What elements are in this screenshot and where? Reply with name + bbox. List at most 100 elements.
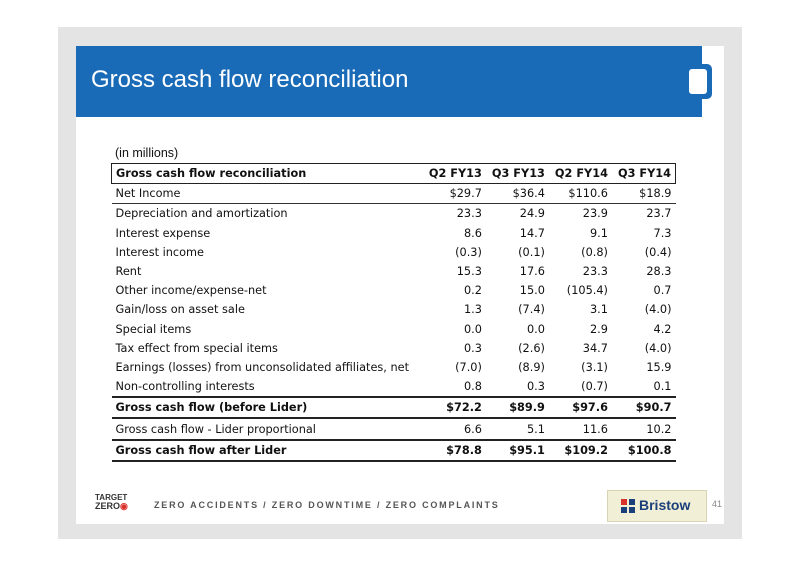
cash-flow-table: Gross cash flow reconciliation Q2 FY13 Q… bbox=[110, 162, 676, 462]
target-icon: ◉ bbox=[120, 501, 128, 511]
row-value: 9.1 bbox=[589, 226, 608, 240]
row-value: (8.9) bbox=[518, 360, 545, 374]
row-label: Gain/loss on asset sale bbox=[115, 303, 245, 317]
row-value: 8.6 bbox=[463, 226, 482, 240]
row-value: 0.8 bbox=[463, 380, 482, 394]
row-value: 0.3 bbox=[526, 380, 545, 394]
row-value: $72.2 bbox=[422, 396, 486, 419]
row-label: Gross cash flow - Lider proportional bbox=[111, 417, 423, 440]
row-value: $29.7 bbox=[422, 183, 486, 205]
slide-footer: TARGET ZERO◉ ZERO ACCIDENTS / ZERO DOWNT… bbox=[95, 490, 725, 524]
row-value: (0.1) bbox=[518, 245, 545, 259]
row-value: (0.7) bbox=[581, 380, 608, 394]
row-value: 23.3 bbox=[582, 265, 608, 279]
row-value: $97.6 bbox=[548, 396, 612, 419]
row-value: $36.4 bbox=[485, 183, 549, 205]
row-value: (2.6) bbox=[518, 341, 545, 355]
table-row: Tax effect from special items 0.3 (2.6) … bbox=[112, 339, 676, 358]
table-row: Interest income (0.3) (0.1) (0.8) (0.4) bbox=[112, 243, 676, 262]
row-value: (0.4) bbox=[644, 245, 672, 259]
row-value: $110.6 bbox=[548, 183, 612, 205]
logo-line2: ZERO◉ bbox=[95, 501, 128, 511]
row-label: Non-controlling interests bbox=[115, 380, 255, 394]
row-value: (3.1) bbox=[581, 360, 608, 374]
row-value: 34.7 bbox=[582, 341, 608, 355]
units-note: (in millions) bbox=[115, 146, 179, 160]
row-value: (4.0) bbox=[644, 303, 672, 317]
row-value: 23.7 bbox=[646, 207, 672, 221]
table-row: Special items 0.0 0.0 2.9 4.2 bbox=[112, 320, 676, 339]
table-row: Depreciation and amortization 23.3 24.9 … bbox=[112, 204, 676, 224]
row-label: Net Income bbox=[111, 183, 423, 205]
row-value: (0.3) bbox=[455, 245, 482, 259]
row-value: (7.0) bbox=[455, 360, 482, 374]
table-row: Gain/loss on asset sale 1.3 (7.4) 3.1 (4… bbox=[112, 300, 676, 319]
row-label: Tax effect from special items bbox=[115, 341, 278, 355]
row-value: 2.9 bbox=[589, 322, 608, 336]
row-value: 1.3 bbox=[463, 303, 482, 317]
table-row: Gross cash flow - Lider proportional 6.6… bbox=[111, 417, 676, 440]
brand-name: Bristow bbox=[639, 497, 691, 513]
row-value: 0.7 bbox=[653, 284, 672, 298]
table-row: Non-controlling interests 0.8 0.3 (0.7) … bbox=[112, 377, 676, 397]
row-value: 0.0 bbox=[463, 322, 482, 336]
row-value: $89.9 bbox=[485, 396, 549, 419]
row-value: 7.3 bbox=[653, 226, 672, 240]
row-value: $90.7 bbox=[611, 396, 676, 419]
row-value: 15.3 bbox=[456, 265, 482, 279]
title-bar: Gross cash flow reconciliation bbox=[76, 46, 702, 117]
row-value: 5.1 bbox=[485, 417, 549, 440]
header-col: Q3 FY14 bbox=[611, 162, 676, 185]
target-zero-logo: TARGET ZERO◉ bbox=[95, 493, 128, 511]
row-value: 28.3 bbox=[646, 265, 672, 279]
row-value: 0.0 bbox=[526, 322, 545, 336]
bristow-mark-icon bbox=[621, 499, 635, 513]
row-value: $95.1 bbox=[485, 438, 549, 462]
row-value: 0.3 bbox=[463, 341, 482, 355]
total-row: Gross cash flow after Lider $78.8 $95.1 … bbox=[111, 438, 676, 462]
page-number: 41 bbox=[712, 499, 723, 509]
table-row: Other income/expense-net 0.2 15.0 (105.4… bbox=[112, 281, 676, 300]
row-value: 17.6 bbox=[519, 265, 545, 279]
slide-title: Gross cash flow reconciliation bbox=[91, 66, 409, 93]
row-label: Gross cash flow (before Lider) bbox=[111, 396, 423, 419]
row-value: 3.1 bbox=[589, 303, 608, 317]
row-value: 24.9 bbox=[519, 207, 545, 221]
table-row: Rent 15.3 17.6 23.3 28.3 bbox=[112, 262, 676, 281]
row-label: Interest expense bbox=[115, 226, 211, 240]
row-value: 15.0 bbox=[519, 284, 545, 298]
row-value: 15.9 bbox=[646, 360, 672, 374]
bristow-logo: Bristow bbox=[607, 490, 707, 522]
header-label: Gross cash flow reconciliation bbox=[110, 162, 423, 185]
header-col: Q2 FY14 bbox=[548, 162, 612, 185]
slogan: ZERO ACCIDENTS / ZERO DOWNTIME / ZERO CO… bbox=[154, 500, 500, 510]
row-label: Gross cash flow after Lider bbox=[111, 438, 423, 462]
row-value: $78.8 bbox=[422, 438, 486, 462]
header-col: Q3 FY13 bbox=[485, 162, 549, 185]
row-value: 6.6 bbox=[422, 417, 486, 440]
row-value: $18.9 bbox=[611, 183, 676, 205]
row-value: (0.8) bbox=[581, 245, 608, 259]
subtotal-row: Gross cash flow (before Lider) $72.2 $89… bbox=[111, 396, 676, 419]
row-value: 0.2 bbox=[463, 284, 482, 298]
row-label: Depreciation and amortization bbox=[115, 207, 288, 221]
row-label: Earnings (losses) from unconsolidated af… bbox=[115, 360, 410, 374]
table-row: Net Income $29.7 $36.4 $110.6 $18.9 bbox=[111, 183, 676, 205]
logo-line1: TARGET bbox=[95, 493, 128, 502]
row-value: 10.2 bbox=[611, 417, 676, 440]
row-value: 4.2 bbox=[653, 322, 672, 336]
row-value: (105.4) bbox=[566, 284, 608, 298]
title-tab-icon bbox=[684, 64, 712, 99]
row-label: Other income/expense-net bbox=[115, 284, 267, 298]
row-value: 23.3 bbox=[456, 207, 482, 221]
row-value: 14.7 bbox=[519, 226, 545, 240]
row-value: $109.2 bbox=[548, 438, 612, 462]
row-label: Rent bbox=[115, 265, 142, 279]
row-label: Special items bbox=[115, 322, 192, 336]
row-label: Interest income bbox=[115, 245, 205, 259]
row-value: 11.6 bbox=[548, 417, 612, 440]
header-col: Q2 FY13 bbox=[422, 162, 486, 185]
row-value: 23.9 bbox=[582, 207, 608, 221]
table-header-row: Gross cash flow reconciliation Q2 FY13 Q… bbox=[110, 162, 676, 185]
table-row: Interest expense 8.6 14.7 9.1 7.3 bbox=[112, 224, 676, 243]
